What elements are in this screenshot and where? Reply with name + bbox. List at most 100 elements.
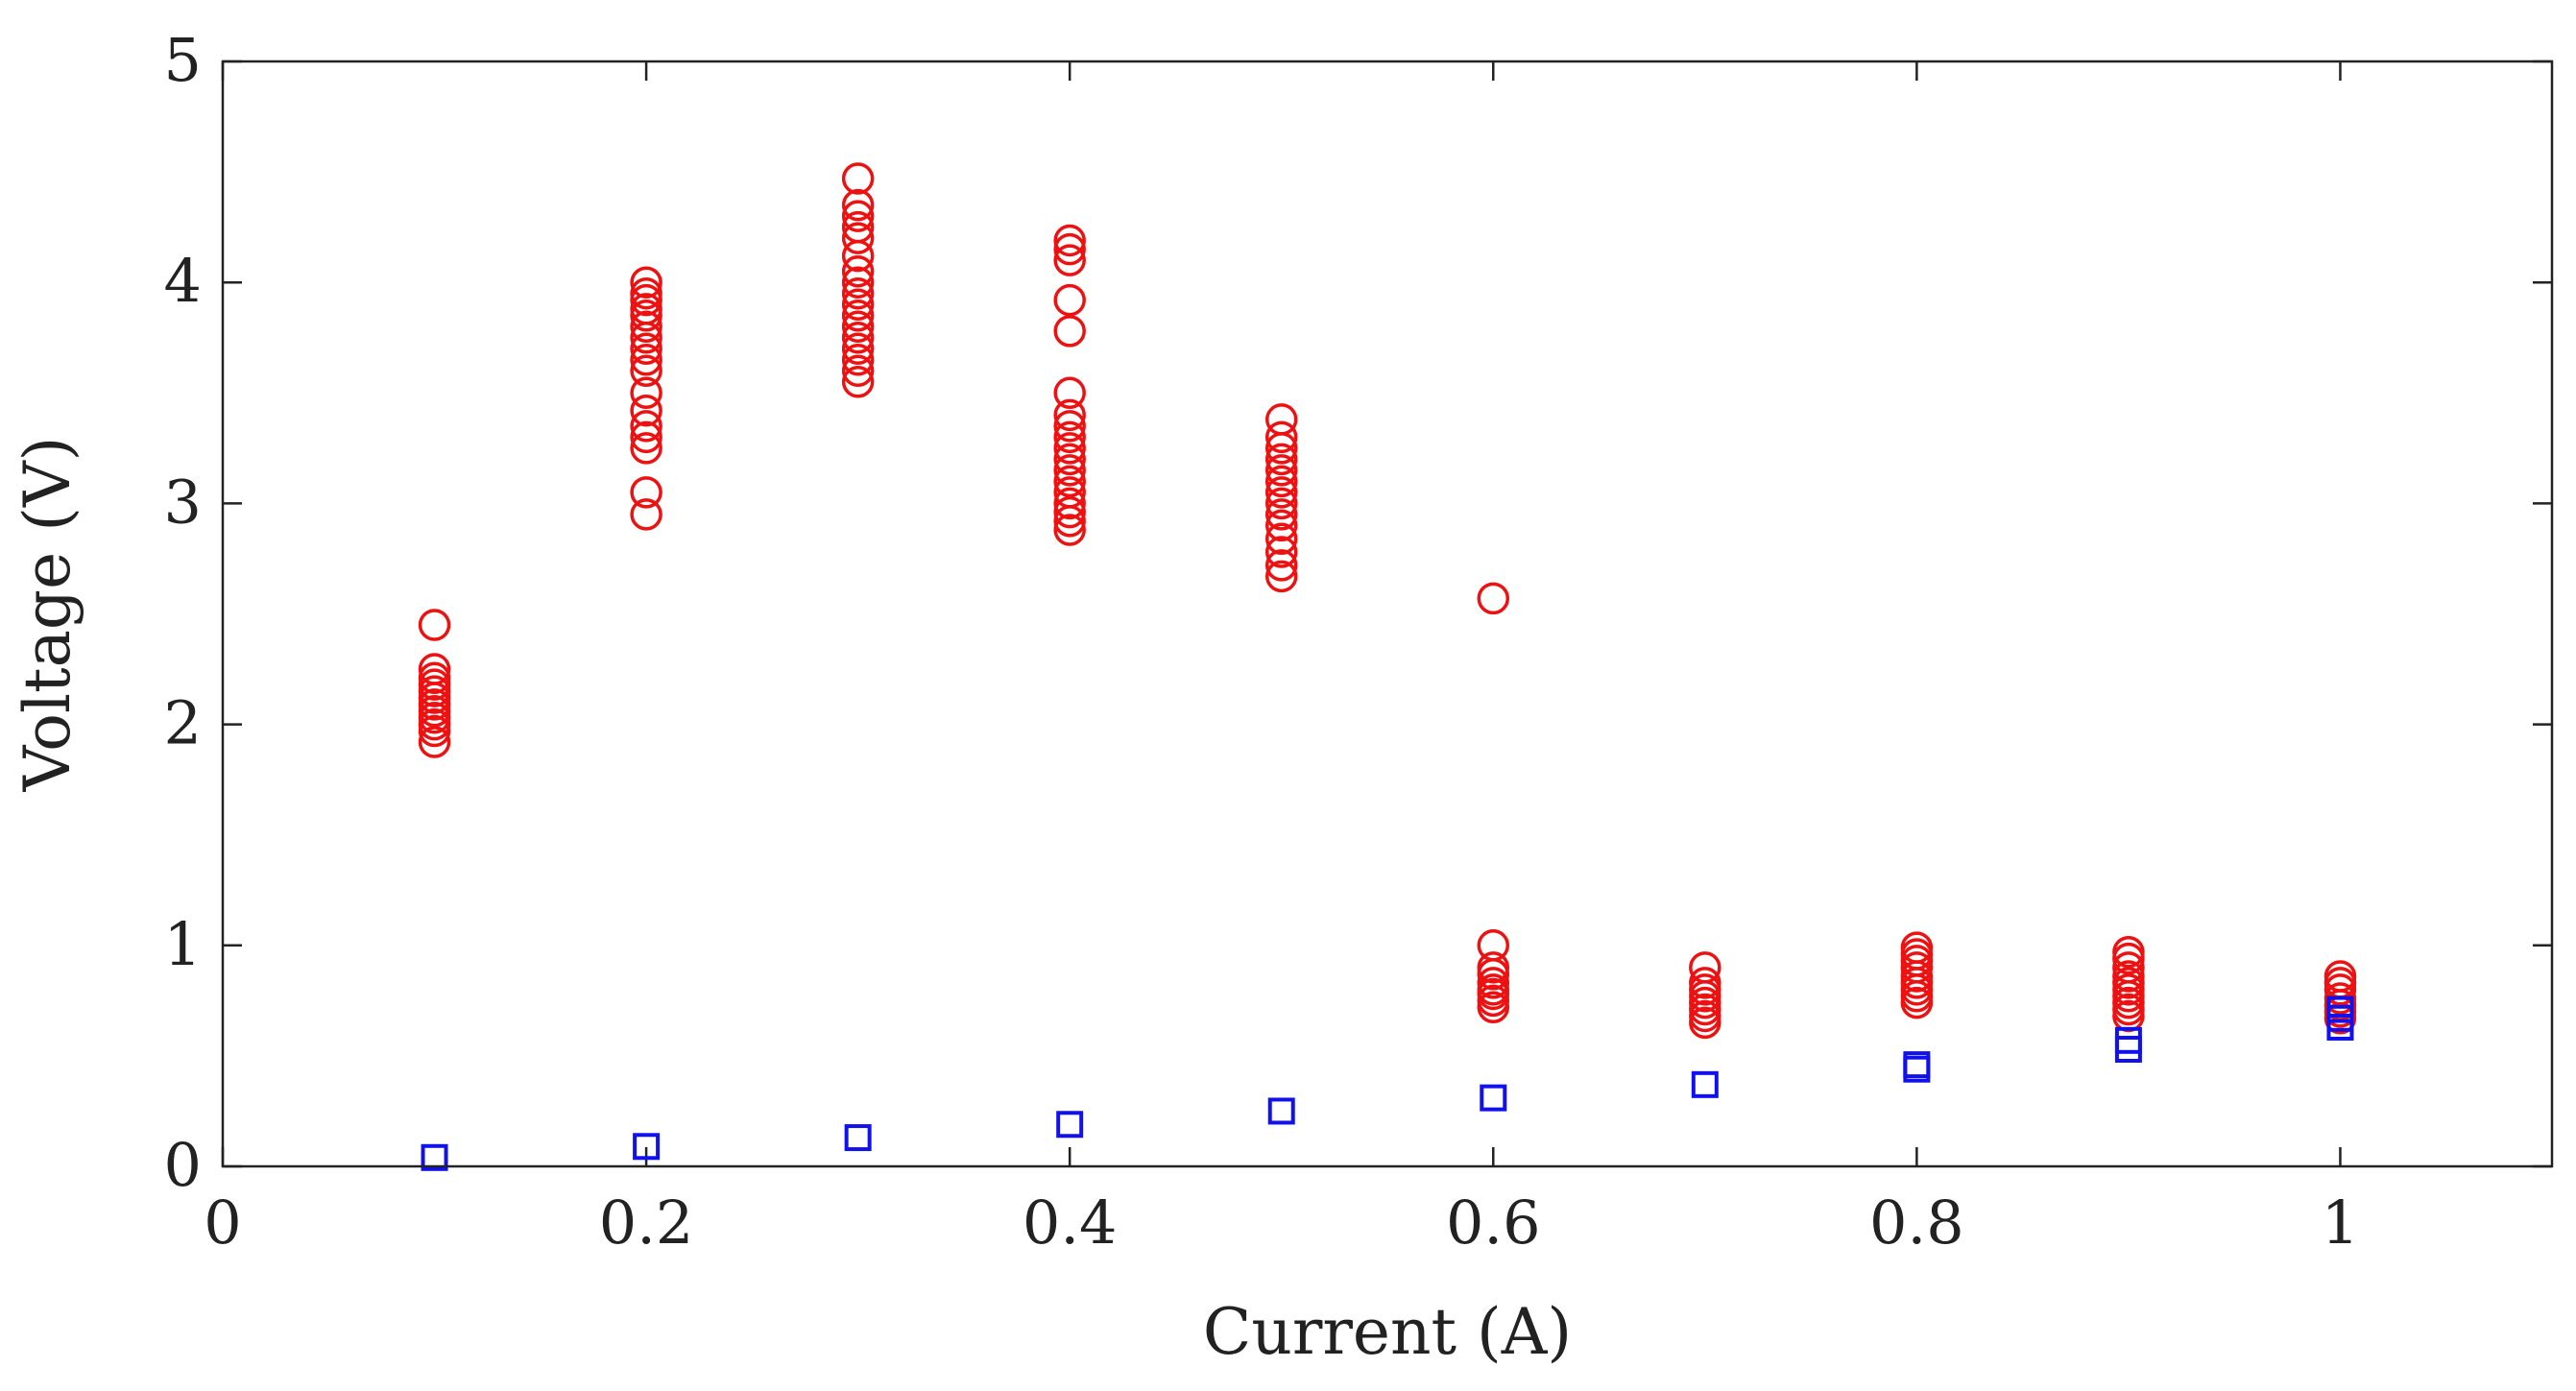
circle-data-point (630, 344, 662, 376)
circle-data-point (841, 254, 875, 288)
x-tick-label: 0.2 (599, 1187, 694, 1258)
square-data-point (1480, 1084, 1507, 1112)
circle-data-point (841, 162, 875, 195)
circle-data-point (841, 266, 875, 299)
circle-data-point (1264, 476, 1298, 509)
circle-data-point (1264, 522, 1298, 555)
circle-data-point (1053, 283, 1086, 317)
y-tick-label: 2 (164, 688, 202, 758)
axis-ticks: 0 0.2 0.4 0.6 0.8 1 0 1 2 3 4 5 (164, 25, 2552, 1258)
x-axis-label: Current (A) (1203, 1295, 1572, 1369)
circle-data-point (630, 498, 662, 531)
circle-data-point (841, 332, 875, 366)
x-tick-label: 1 (2322, 1187, 2359, 1258)
square-data-point (2326, 995, 2354, 1023)
y-tick-label: 3 (164, 467, 202, 537)
circle-data-point (1053, 514, 1086, 546)
circle-data-point (2323, 982, 2357, 1015)
circle-data-point (1264, 465, 1298, 498)
circle-data-point (1053, 465, 1086, 498)
circle-data-point (841, 188, 875, 222)
circle-data-point (418, 653, 451, 685)
circle-data-point (630, 394, 662, 427)
circle-data-point (1689, 951, 1721, 984)
circle-data-point (1477, 951, 1510, 984)
square-data-point (1056, 1111, 1084, 1139)
y-tick-label: 1 (164, 909, 202, 979)
circle-data-point (1053, 495, 1086, 529)
circle-data-point (1053, 244, 1086, 276)
circle-data-point (1264, 560, 1298, 593)
y-axis-label: Voltage (V) (11, 437, 84, 793)
circle-data-point (630, 410, 662, 443)
circle-data-point (1053, 410, 1086, 443)
y-tick-label: 5 (164, 25, 202, 95)
circle-data-point (841, 310, 875, 343)
circle-data-point (1264, 420, 1298, 454)
square-data-point (1691, 1070, 1719, 1098)
circle-data-point (1053, 443, 1086, 476)
circle-data-point (1053, 398, 1086, 432)
circle-data-point (1477, 582, 1510, 615)
circle-data-point (1264, 549, 1298, 582)
circle-data-point (630, 432, 662, 465)
circle-data-point (2112, 960, 2145, 993)
circle-data-point (841, 322, 875, 354)
circle-data-point (630, 354, 662, 388)
circle-data-point (630, 376, 662, 410)
x-tick-label: 0.6 (1446, 1187, 1541, 1258)
circle-data-point (1477, 929, 1510, 962)
y-tick-label: 0 (164, 1130, 202, 1200)
circle-data-point (1264, 403, 1298, 436)
circle-data-point (1689, 967, 1721, 999)
data-points (418, 162, 2357, 1171)
square-data-point (1903, 1051, 1931, 1079)
circle-data-point (1264, 454, 1298, 487)
circle-data-point (1900, 931, 1934, 964)
circle-data-point (630, 420, 662, 454)
circle-data-point (1053, 432, 1086, 465)
circle-data-point (1264, 536, 1298, 568)
circle-data-point (630, 476, 662, 509)
square-data-point (2114, 1026, 2142, 1054)
circle-data-point (1053, 487, 1086, 520)
circle-data-point (1053, 476, 1086, 509)
circle-data-point (630, 276, 662, 310)
circle-data-point (418, 609, 451, 641)
circle-data-point (418, 661, 451, 695)
circle-data-point (1053, 454, 1086, 487)
circle-data-point (841, 344, 875, 376)
circle-data-point (841, 200, 875, 232)
circle-data-point (1053, 420, 1086, 454)
circle-data-point (1264, 509, 1298, 542)
circle-data-point (1264, 443, 1298, 476)
circle-data-point (1264, 498, 1298, 531)
circle-data-point (841, 299, 875, 332)
circle-data-point (1264, 487, 1298, 520)
circle-data-point (630, 266, 662, 299)
circle-data-point (630, 293, 662, 325)
x-tick-label: 0 (204, 1187, 241, 1258)
circle-data-point (630, 310, 662, 343)
square-data-point (1267, 1097, 1295, 1125)
circle-data-point (841, 354, 875, 388)
square-data-point (633, 1133, 661, 1161)
circle-data-point (2323, 960, 2357, 993)
circle-data-point (1477, 967, 1510, 999)
circle-data-point (418, 726, 451, 758)
circle-data-point (1053, 315, 1086, 348)
plot-area-frame (221, 60, 2554, 1168)
circle-data-point (630, 332, 662, 366)
square-data-point (844, 1124, 872, 1152)
x-tick-label: 0.4 (1023, 1187, 1118, 1258)
y-tick-label: 4 (164, 246, 202, 316)
x-tick-label: 0.8 (1869, 1187, 1964, 1258)
circle-data-point (841, 222, 875, 254)
circle-data-point (841, 288, 875, 321)
circle-data-point (841, 210, 875, 244)
circle-data-point (841, 276, 875, 310)
circle-data-point (2112, 935, 2145, 969)
circle-data-point (1053, 376, 1086, 410)
